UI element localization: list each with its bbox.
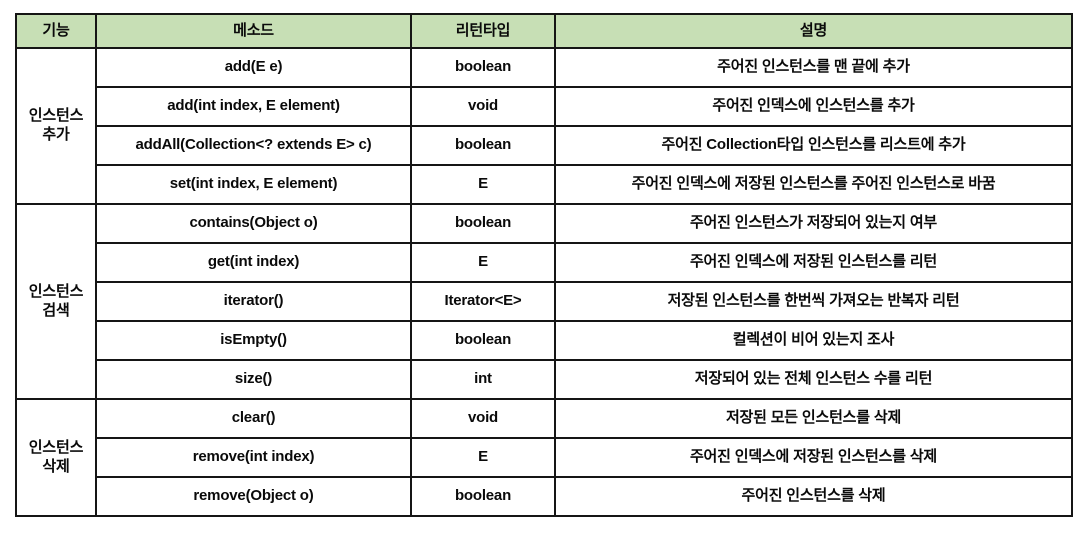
method-cell: addAll(Collection<? extends E> c) bbox=[95, 125, 412, 166]
return-type-cell: boolean bbox=[410, 47, 556, 88]
header-function: 기능 bbox=[15, 13, 97, 49]
method-cell: get(int index) bbox=[95, 242, 412, 283]
table-row: size() int 저장되어 있는 전체 인스턴스 수를 리턴 bbox=[16, 359, 1073, 400]
header-return-type: 리턴타입 bbox=[410, 13, 556, 49]
header-row: 기능 메소드 리턴타입 설명 bbox=[15, 13, 1073, 49]
method-cell: iterator() bbox=[95, 281, 412, 322]
group-label-add: 인스턴스 추가 bbox=[15, 47, 97, 205]
table-row: iterator() Iterator<E> 저장된 인스턴스를 한번씩 가져오… bbox=[16, 281, 1073, 322]
table-row: remove(int index) E 주어진 인덱스에 저장된 인스턴스를 삭… bbox=[16, 437, 1073, 478]
description-cell: 주어진 인스턴스가 저장되어 있는지 여부 bbox=[554, 203, 1073, 244]
table-row: isEmpty() boolean 컬렉션이 비어 있는지 조사 bbox=[16, 320, 1073, 361]
table-row: get(int index) E 주어진 인덱스에 저장된 인스턴스를 리턴 bbox=[16, 242, 1073, 283]
group-label-line: 검색 bbox=[42, 301, 70, 319]
description-cell: 저장된 인스턴스를 한번씩 가져오는 반복자 리턴 bbox=[554, 281, 1073, 322]
table-row: remove(Object o) boolean 주어진 인스턴스를 삭제 bbox=[16, 476, 1073, 517]
group-label-line: 인스턴스 bbox=[28, 107, 84, 125]
table-row: set(int index, E element) E 주어진 인덱스에 저장된… bbox=[16, 164, 1073, 205]
table-row: addAll(Collection<? extends E> c) boolea… bbox=[16, 125, 1073, 166]
list-methods-table: 기능 메소드 리턴타입 설명 인스턴스 추가 add(E e) boolean … bbox=[15, 13, 1073, 517]
method-cell: size() bbox=[95, 359, 412, 400]
return-type-cell: boolean bbox=[410, 320, 556, 361]
description-cell: 주어진 인덱스에 저장된 인스턴스를 주어진 인스턴스로 바꿈 bbox=[554, 164, 1073, 205]
return-type-cell: void bbox=[410, 398, 556, 439]
method-cell: remove(int index) bbox=[95, 437, 412, 478]
return-type-cell: E bbox=[410, 437, 556, 478]
group-label-line: 삭제 bbox=[42, 457, 70, 475]
group-label-line: 인스턴스 bbox=[28, 438, 84, 456]
description-cell: 주어진 인덱스에 저장된 인스턴스를 삭제 bbox=[554, 437, 1073, 478]
list-methods-table-container: 기능 메소드 리턴타입 설명 인스턴스 추가 add(E e) boolean … bbox=[15, 13, 1073, 517]
header-description: 설명 bbox=[554, 13, 1073, 49]
return-type-cell: void bbox=[410, 86, 556, 127]
group-label-line: 인스턴스 bbox=[28, 282, 84, 300]
table-row: 인스턴스 삭제 clear() void 저장된 모든 인스턴스를 삭제 bbox=[15, 398, 1073, 517]
description-cell: 저장된 모든 인스턴스를 삭제 bbox=[554, 398, 1073, 439]
description-cell: 주어진 인스턴스를 삭제 bbox=[554, 476, 1073, 517]
description-cell: 컬렉션이 비어 있는지 조사 bbox=[554, 320, 1073, 361]
description-cell: 주어진 Collection타입 인스턴스를 리스트에 추가 bbox=[554, 125, 1073, 166]
return-type-cell: Iterator<E> bbox=[410, 281, 556, 322]
table-row: 인스턴스 검색 contains(Object o) boolean 주어진 인… bbox=[15, 203, 1073, 400]
method-cell: set(int index, E element) bbox=[95, 164, 412, 205]
header-method: 메소드 bbox=[95, 13, 412, 49]
group-label-search: 인스턴스 검색 bbox=[15, 203, 97, 400]
group-label-line: 추가 bbox=[42, 126, 70, 143]
return-type-cell: int bbox=[410, 359, 556, 400]
description-cell: 주어진 인덱스에 인스턴스를 추가 bbox=[554, 86, 1073, 127]
method-cell: add(E e) bbox=[95, 47, 412, 88]
table-row: 인스턴스 추가 add(E e) boolean 주어진 인스턴스를 맨 끝에 … bbox=[15, 47, 1073, 205]
method-cell: add(int index, E element) bbox=[95, 86, 412, 127]
return-type-cell: boolean bbox=[410, 203, 556, 244]
method-cell: isEmpty() bbox=[95, 320, 412, 361]
group-label-delete: 인스턴스 삭제 bbox=[15, 398, 97, 517]
return-type-cell: E bbox=[410, 164, 556, 205]
description-cell: 주어진 인덱스에 저장된 인스턴스를 리턴 bbox=[554, 242, 1073, 283]
method-cell: clear() bbox=[95, 398, 412, 439]
return-type-cell: boolean bbox=[410, 125, 556, 166]
method-cell: remove(Object o) bbox=[95, 476, 412, 517]
return-type-cell: boolean bbox=[410, 476, 556, 517]
method-cell: contains(Object o) bbox=[95, 203, 412, 244]
description-cell: 주어진 인스턴스를 맨 끝에 추가 bbox=[554, 47, 1073, 88]
table-row: add(int index, E element) void 주어진 인덱스에 … bbox=[16, 86, 1073, 127]
return-type-cell: E bbox=[410, 242, 556, 283]
description-cell: 저장되어 있는 전체 인스턴스 수를 리턴 bbox=[554, 359, 1073, 400]
